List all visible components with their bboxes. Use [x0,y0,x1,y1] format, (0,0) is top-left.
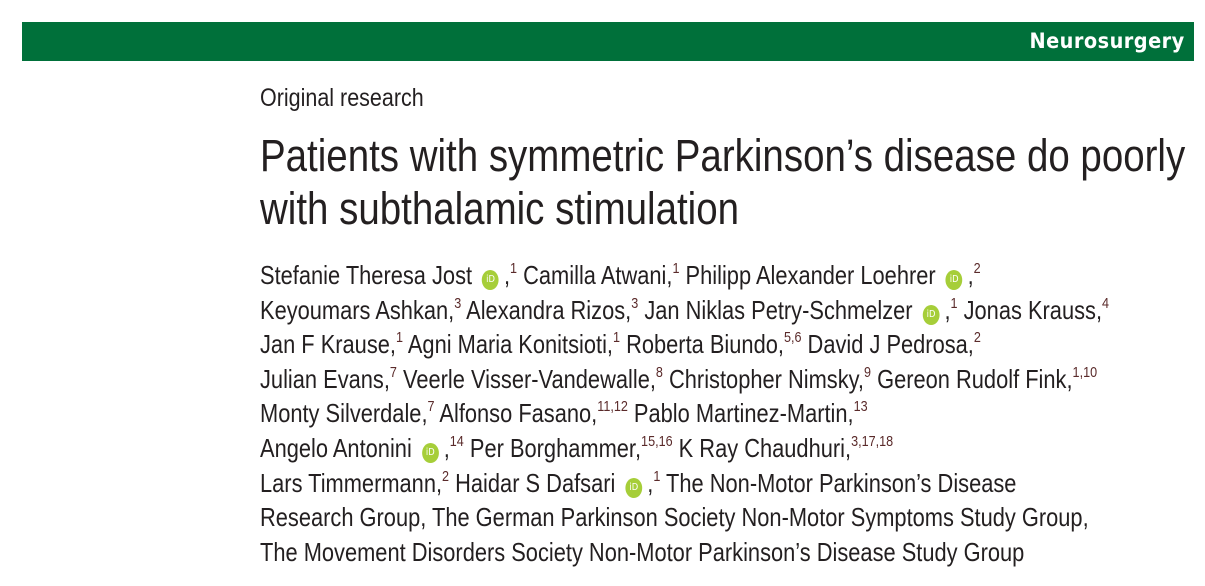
affiliation-superscript[interactable]: 1 [950,294,958,312]
orcid-icon[interactable]: iD [421,443,439,463]
author-line: Stefanie Theresa Jost iD ,1 Camilla Atwani… [260,260,981,290]
article-type: Original research [260,84,424,112]
affiliation-superscript[interactable]: 1 [510,260,518,277]
author-name: Philipp Alexander Loehrer [685,260,936,290]
author-line: Keyoumars Ashkan,3 Alexandra Rizos,3 Jan… [260,294,1110,325]
affiliation-superscript[interactable]: 1 [395,329,403,347]
author-name: Jan Niklas Petry-Schmelzer [644,294,913,325]
author-name: Gereon Rudolf Fink [877,363,1067,394]
author-line: Jan F Krause,1 Agni Maria Konitsioti,1 R… [260,329,981,360]
article-title-line-1: Patients with symmetric Parkinson’s dise… [260,130,1186,181]
affiliation-superscript[interactable]: 15,16 [641,433,673,450]
affiliation-superscript[interactable]: 2 [973,260,981,277]
article-title-line-2: with subthalamic stimulation [260,183,740,234]
affiliation-superscript[interactable]: 1 [653,467,661,485]
author-name: Haidar S Dafsari [455,467,616,498]
author-name: Alfonso Fasano [439,398,592,429]
author-line: Research Group, The German Parkinson Soc… [260,502,1089,533]
affiliation-superscript[interactable]: 7 [389,363,397,381]
affiliation-superscript[interactable]: 1 [672,260,680,277]
author-name: Jan F Krause [260,329,390,360]
author-name: Per Borghammer [469,433,635,463]
author-name: Stefanie Theresa Jost [260,260,473,290]
author-line: Angelo Antonini iD ,14 Per Borghammer,15,1… [260,433,894,463]
author-name: Jonas Krauss [963,294,1096,325]
affiliation-superscript[interactable]: 1 [613,329,621,347]
author-line: The Movement Disorders Society Non-Motor… [260,537,1024,568]
author-line: Lars Timmermann,2 Haidar S Dafsari iD ,1 T… [260,467,1017,498]
author-name: Roberta Biundo [626,329,778,360]
affiliation-superscript[interactable]: 2 [442,467,450,485]
author-name: Agni Maria Konitsioti [407,329,607,360]
affiliation-superscript[interactable]: 2 [973,329,981,347]
affiliation-superscript[interactable]: 8 [655,363,663,381]
journal-section: Neurosurgery [1029,29,1185,53]
affiliation-superscript[interactable]: 7 [427,398,435,416]
affiliation-superscript[interactable]: 1,10 [1072,363,1098,381]
author-name: Angelo Antonini [260,433,412,463]
author-name: Lars Timmermann [260,467,436,498]
orcid-icon[interactable]: iD [625,477,643,498]
affiliation-superscript[interactable]: 3,17,18 [851,433,894,450]
author-name: K Ray Chaudhuri [678,433,845,463]
affiliation-superscript[interactable]: 4 [1102,294,1110,312]
affiliation-superscript[interactable]: 3 [454,294,462,312]
affiliation-superscript[interactable]: 13 [853,398,868,416]
orcid-icon[interactable]: iD [922,304,940,325]
author-name: Keyoumars Ashkan [260,294,449,325]
affiliation-superscript[interactable]: 9 [864,363,872,381]
author-name: Christopher Nimsky [669,363,858,394]
author-name: Julian Evans [260,363,384,394]
author-line: Julian Evans,7 Veerle Visser-Vandewalle,… [260,363,1098,394]
group-author: Research Group, The German Parkinson Soc… [260,502,1089,533]
affiliation-superscript[interactable]: 3 [631,294,639,312]
orcid-icon[interactable]: iD [482,270,499,290]
author-name: Camilla Atwani [523,260,667,290]
author-name: David J Pedrosa [807,329,968,360]
author-line: Monty Silverdale,7 Alfonso Fasano,11,12 … [260,398,868,429]
author-name: Pablo Martinez-Martin [633,398,848,429]
orcid-icon[interactable]: iD [945,270,963,290]
affiliation-superscript[interactable]: 14 [449,433,464,450]
group-author: The Movement Disorders Society Non-Motor… [260,536,1025,567]
affiliation-superscript[interactable]: 5,6 [783,329,802,347]
author-name: Alexandra Rizos [466,294,626,325]
journal-banner: Neurosurgery [22,22,1194,61]
author-name: Monty Silverdale [260,398,422,429]
group-author: The Non-Motor Parkinson’s Disease [666,467,1017,498]
author-name: Veerle Visser-Vandewalle [402,363,650,394]
affiliation-superscript[interactable]: 11,12 [597,398,628,416]
